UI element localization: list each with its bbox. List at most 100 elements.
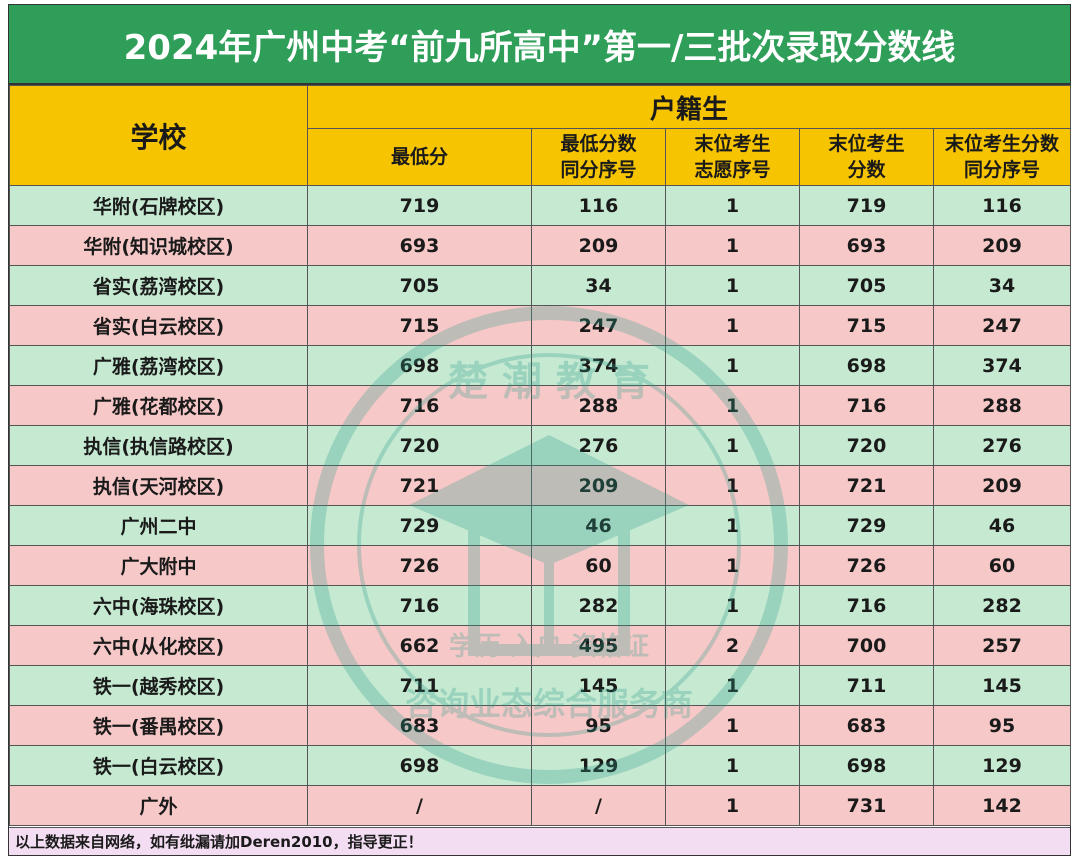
last-choice-cell: 1 [665,505,800,546]
school-name-cell: 六中(海珠校区) [9,585,308,626]
min-score-cell: 683 [307,705,532,746]
school-name-cell: 广雅(花都校区) [9,385,308,426]
table-row: 广雅(荔湾校区) 698 374 1 698 374 [9,345,1072,386]
school-name-cell: 执信(执信路校区) [9,425,308,466]
last-score-cell: 698 [799,745,934,786]
last-score-cell: 683 [799,705,934,746]
min-rank-cell: 282 [531,585,666,626]
footer-note: 以上数据来自网络，如有纰漏请加Deren2010，指导更正！ [9,827,1070,855]
table-row: 广州二中 729 46 1 729 46 [9,505,1072,546]
school-name-cell: 铁一(番禺校区) [9,705,308,746]
min-score-cell: 721 [307,465,532,506]
last-rank-cell: 247 [932,305,1072,346]
min-rank-cell: 95 [531,705,666,746]
last-score-cell: 729 [799,505,934,546]
table-row: 铁一(越秀校区) 711 145 1 711 145 [9,665,1072,706]
last-score-cell: 720 [799,425,934,466]
school-name-cell: 广外 [9,785,308,826]
last-rank-cell: 374 [932,345,1072,386]
min-rank-cell: 46 [531,505,666,546]
last-choice-cell: 1 [665,345,800,386]
last-rank-cell: 116 [932,185,1072,226]
school-name-cell: 六中(从化校区) [9,625,308,666]
min-score-cell: 716 [307,585,532,626]
min-rank-cell: 209 [531,225,666,266]
last-choice-cell: 1 [665,745,800,786]
score-table: 学校 户籍生 最低分 最低分数 同分序号 末位考生 志愿序号 末位考生 分数 [9,85,1072,826]
school-name-cell: 铁一(白云校区) [9,745,308,786]
table-row: 广外 //1 731 142 [9,785,1072,826]
min-score-cell: 711 [307,665,532,706]
header-row-top: 学校 户籍生 [9,85,1072,186]
last-rank-cell: 209 [932,465,1072,506]
last-score-cell: 731 [799,785,934,826]
min-score-cell: 693 [307,225,532,266]
last-score-cell: 721 [799,465,934,506]
min-score-cell: 705 [307,265,532,306]
last-rank-cell: 276 [932,425,1072,466]
last-choice-cell: 1 [665,465,800,506]
min-rank-cell: 374 [531,345,666,386]
last-score-cell: 700 [799,625,934,666]
last-rank-cell: 145 [932,665,1072,706]
last-choice-cell: 1 [665,265,800,306]
table-row: 华附(知识城校区) 693 209 1 693 209 [9,225,1072,266]
table-row: 执信(天河校区) 721 209 1 721 209 [9,465,1072,506]
school-name-cell: 华附(知识城校区) [9,225,308,266]
last-choice-cell: 1 [665,785,800,826]
min-rank-cell: 145 [531,665,666,706]
table-row: 广雅(花都校区) 716 288 1 716 288 [9,385,1072,426]
table-row: 六中(海珠校区) 716 282 1 716 282 [9,585,1072,626]
last-score-cell: 711 [799,665,934,706]
last-score-cell: 726 [799,545,934,586]
min-rank-cell: 60 [531,545,666,586]
table-row: 省实(荔湾校区) 705 34 1 705 34 [9,265,1072,306]
last-score-cell: 716 [799,585,934,626]
last-score-cell: 693 [799,225,934,266]
column-header-min-score: 最低分 [307,128,532,186]
min-rank-cell: 288 [531,385,666,426]
column-header-last-rank: 末位考生分数 同分序号 [932,128,1072,186]
min-rank-cell: 116 [531,185,666,226]
school-name-cell: 广州二中 [9,505,308,546]
table-row: 华附(石牌校区) 719 116 1 719 116 [9,185,1072,226]
min-score-cell: 698 [307,745,532,786]
last-choice-cell: 1 [665,225,800,266]
school-name-cell: 省实(荔湾校区) [9,265,308,306]
last-choice-cell: 2 [665,625,800,666]
school-name-cell: 华附(石牌校区) [9,185,308,226]
column-header-last-choice: 末位考生 志愿序号 [665,128,800,186]
last-score-cell: 715 [799,305,934,346]
last-rank-cell: 95 [932,705,1072,746]
min-score-cell: 716 [307,385,532,426]
min-rank-cell: 34 [531,265,666,306]
last-choice-cell: 1 [665,545,800,586]
min-rank-cell: / [531,785,666,826]
table-row: 省实(白云校区) 715 247 1 715 247 [9,305,1072,346]
min-rank-cell: 209 [531,465,666,506]
school-name-cell: 铁一(越秀校区) [9,665,308,706]
last-rank-cell: 60 [932,545,1072,586]
last-choice-cell: 1 [665,585,800,626]
min-score-cell: 729 [307,505,532,546]
last-rank-cell: 257 [932,625,1072,666]
min-score-cell: 715 [307,305,532,346]
last-score-cell: 698 [799,345,934,386]
last-choice-cell: 1 [665,665,800,706]
last-choice-cell: 1 [665,385,800,426]
last-choice-cell: 1 [665,425,800,466]
min-rank-cell: 276 [531,425,666,466]
school-name-cell: 执信(天河校区) [9,465,308,506]
last-rank-cell: 142 [932,785,1072,826]
column-header-last-score: 末位考生 分数 [799,128,934,186]
household-group-header: 户籍生 [306,85,1072,129]
last-rank-cell: 34 [932,265,1072,306]
table-row: 六中(从化校区) 662 495 2 700 257 [9,625,1072,666]
last-score-cell: 716 [799,385,934,426]
min-rank-cell: 129 [531,745,666,786]
school-name-cell: 广大附中 [9,545,308,586]
school-column-header: 学校 [9,85,308,186]
last-score-cell: 719 [799,185,934,226]
last-rank-cell: 46 [932,505,1072,546]
last-rank-cell: 288 [932,385,1072,426]
